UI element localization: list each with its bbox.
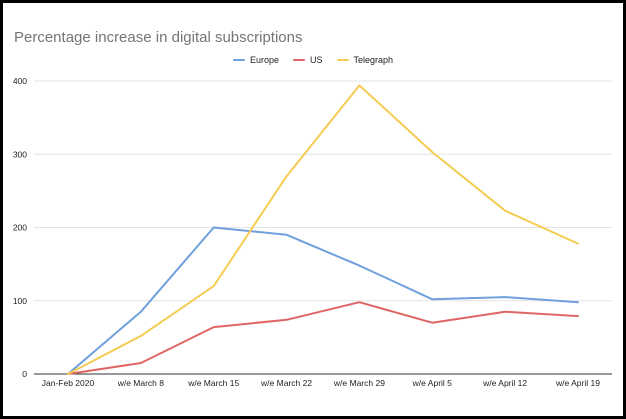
series-line-telegraph: [67, 84, 579, 375]
y-tick-label-200: 200: [13, 223, 27, 233]
legend-label-telegraph: Telegraph: [353, 55, 394, 65]
y-tick-label-300: 300: [13, 149, 27, 159]
legend-item-telegraph: Telegraph: [336, 55, 394, 65]
legend-item-us: US: [292, 55, 323, 65]
legend-label-europe: Europe: [249, 55, 279, 65]
x-tick-label-3: w/e March 22: [260, 378, 312, 388]
y-tick-label-100: 100: [13, 296, 27, 306]
legend-item-europe: Europe: [232, 55, 279, 65]
x-tick-label-6: w/e April 12: [482, 378, 527, 388]
series-line-europe: [67, 226, 579, 375]
x-tick-label-2: w/e March 15: [187, 378, 239, 388]
x-tick-label-1: w/e March 8: [117, 378, 165, 388]
series-line-us: [67, 301, 579, 375]
chart-title: Percentage increase in digital subscript…: [14, 29, 303, 46]
legend-swatch-telegraph: [336, 59, 349, 61]
chart-legend: Europe US Telegraph: [3, 55, 623, 65]
legend-swatch-us: [292, 59, 305, 61]
x-tick-label-4: w/e March 29: [333, 378, 385, 388]
x-tick-label-0: Jan-Feb 2020: [42, 378, 95, 388]
y-tick-label-0: 0: [22, 369, 27, 379]
x-tick-label-7: w/e April 19: [555, 378, 600, 388]
x-tick-label-5: w/e April 5: [412, 378, 452, 388]
legend-swatch-europe: [232, 59, 245, 61]
y-tick-label-400: 400: [13, 76, 27, 86]
legend-label-us: US: [309, 55, 323, 65]
